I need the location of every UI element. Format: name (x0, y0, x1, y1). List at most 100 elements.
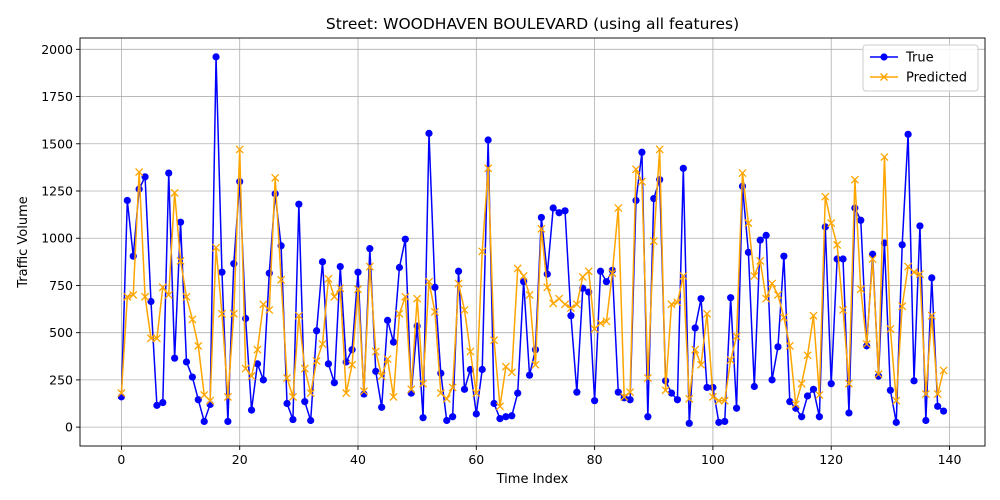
data-point-true (171, 354, 179, 362)
data-point-predicted (413, 294, 422, 303)
data-point-predicted (815, 390, 824, 400)
data-point-true (650, 194, 658, 203)
data-point-stroke (217, 309, 227, 318)
data-point-true (182, 358, 191, 366)
data-point-stroke (720, 396, 729, 405)
x-tick-label: 120 (819, 452, 843, 467)
data-point-true (798, 413, 806, 421)
data-point-true (318, 258, 327, 266)
data-point-predicted (117, 389, 126, 398)
data-point-stroke (478, 247, 487, 256)
data-point-true (366, 245, 374, 253)
data-point-stroke (460, 305, 469, 315)
data-point-stroke (336, 284, 345, 293)
data-point-true (419, 414, 427, 422)
data-point-true (939, 407, 948, 415)
data-point-stroke (312, 356, 321, 366)
data-point-predicted (915, 270, 924, 279)
data-point-predicted (525, 290, 534, 299)
data-point-stroke (436, 389, 445, 398)
data-point-stroke (933, 389, 942, 399)
data-point-stroke (472, 389, 481, 398)
data-point-true (490, 399, 498, 408)
data-point-predicted (513, 264, 522, 273)
data-point-predicted (531, 360, 540, 369)
data-point-predicted (856, 285, 865, 294)
y-tick-label: 2000 (41, 42, 73, 57)
data-point-predicted (176, 256, 185, 265)
data-point-stroke (809, 311, 818, 320)
data-point-true (478, 365, 486, 374)
data-point-predicted (708, 392, 717, 401)
data-point-stroke (141, 292, 150, 301)
data-point-stroke (282, 373, 292, 383)
data-point-stroke (300, 364, 309, 373)
data-point-stroke (519, 271, 528, 281)
data-point-true (502, 413, 510, 421)
data-point-predicted (726, 355, 735, 365)
data-point-true (543, 270, 551, 278)
data-point-stroke (927, 311, 936, 320)
data-point-stroke (543, 283, 552, 292)
data-point-predicted (282, 373, 292, 383)
data-point-predicted (442, 394, 451, 403)
data-point-stroke (850, 175, 859, 184)
data-point-predicted (170, 188, 179, 197)
data-point-predicted (732, 332, 741, 341)
data-point-predicted (365, 262, 374, 271)
data-point-predicted (679, 271, 688, 281)
data-point-true (378, 403, 386, 411)
data-point-true (159, 398, 167, 407)
data-point-predicted (383, 355, 392, 364)
data-point-true (188, 373, 196, 381)
data-point-predicted (661, 386, 670, 395)
data-point-stroke (886, 324, 895, 333)
data-point-predicted (673, 298, 682, 307)
data-point-true (454, 267, 463, 275)
data-point-predicted (312, 356, 321, 366)
data-point-stroke (697, 360, 706, 369)
data-point-true (460, 385, 469, 393)
data-point-predicted (767, 279, 777, 288)
data-point-stroke (135, 168, 144, 177)
data-point-predicted (779, 313, 788, 322)
data-point-predicted (330, 292, 339, 301)
data-point-predicted (821, 192, 830, 201)
data-point-stroke (348, 360, 357, 369)
data-point-true (673, 396, 682, 404)
data-point-predicted (649, 236, 658, 246)
x-tick-label: 140 (938, 452, 962, 467)
data-point-stroke (342, 389, 351, 398)
data-point-stroke (484, 164, 493, 173)
data-point-predicted (637, 177, 646, 186)
data-point-true (200, 417, 208, 426)
data-point-predicted (803, 351, 812, 360)
data-point-predicted (377, 372, 386, 381)
x-tick-label: 80 (587, 452, 603, 467)
data-point-stroke (874, 370, 883, 379)
data-point-stroke (673, 298, 682, 307)
data-point-predicted (827, 219, 836, 228)
data-point-predicted (762, 294, 771, 303)
data-point-stroke (643, 373, 652, 383)
data-point-true (679, 164, 687, 172)
data-point-predicted (667, 300, 676, 309)
data-point-true (786, 398, 794, 406)
data-point-predicted (466, 347, 475, 356)
data-point-stroke (892, 396, 901, 405)
data-point-predicted (543, 283, 552, 292)
data-point-true (703, 383, 711, 392)
data-point-true (780, 252, 788, 260)
data-point-true (194, 396, 202, 404)
data-point-predicted (146, 334, 156, 343)
data-point-stroke (608, 269, 617, 278)
data-point-true (212, 53, 220, 61)
data-point-stroke (779, 313, 788, 322)
data-point-true (904, 130, 912, 138)
data-point-predicted (211, 243, 221, 252)
y-tick-label: 1000 (41, 231, 73, 246)
data-point-predicted (324, 274, 333, 283)
data-point-stroke (501, 362, 510, 371)
data-point-predicted (643, 373, 652, 383)
axis-ticks: 0 20 40 60 80 100 120 140 0 250 500 750 1000 1250 1500… (41, 42, 961, 467)
